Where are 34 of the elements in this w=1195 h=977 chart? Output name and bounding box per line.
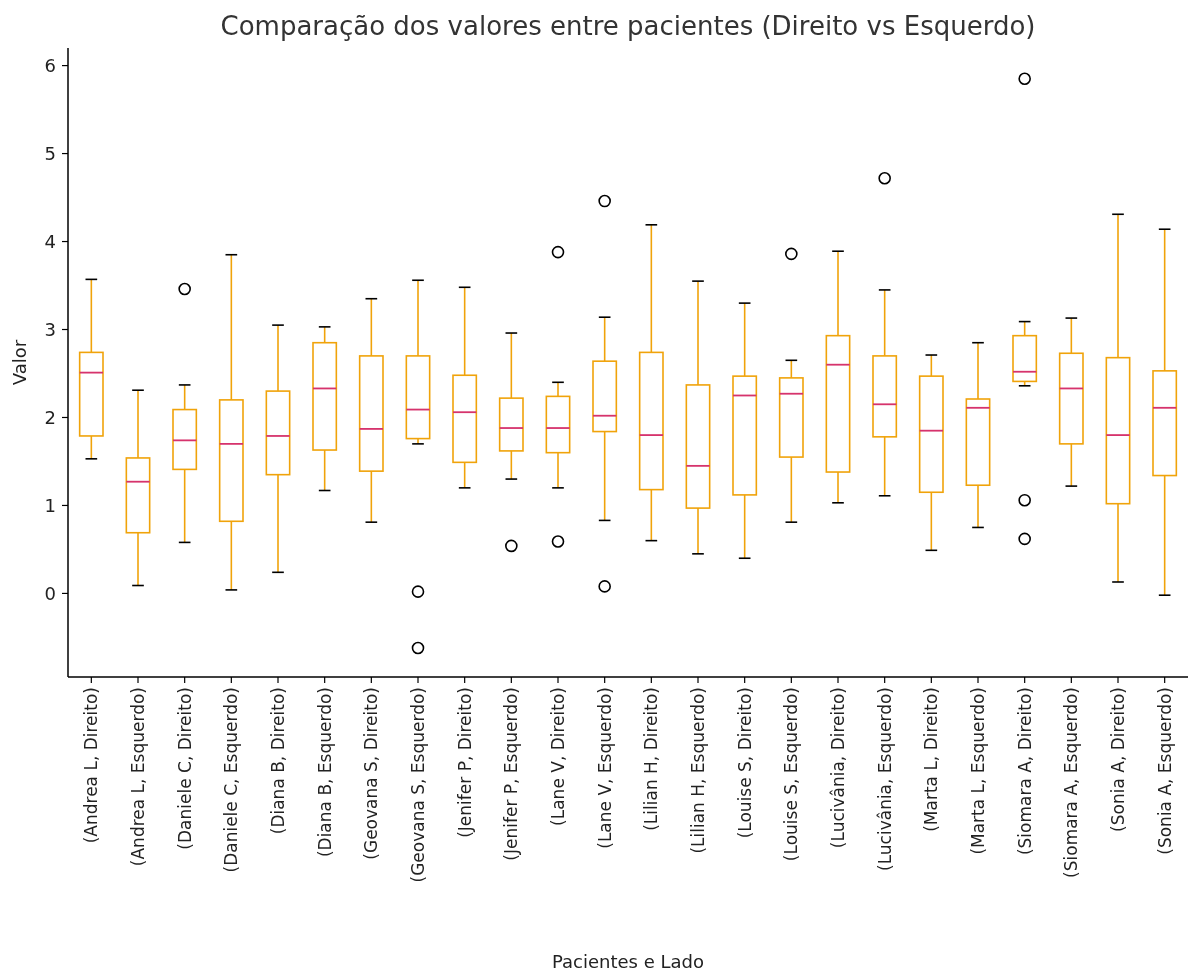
chart-title: Comparação dos valores entre pacientes (Direito vs Esquerdo) — [220, 11, 1036, 41]
x-tick-label: (Louise S, Esquerdo) — [781, 687, 802, 862]
x-tick-label: (Lane V, Direito) — [547, 687, 568, 826]
x-tick-label: (Jenifer P, Direito) — [454, 687, 475, 838]
x-tick-label: (Lane V, Esquerdo) — [594, 687, 615, 849]
y-tick-label: 5 — [44, 142, 56, 164]
x-tick-label: (Louise S, Direito) — [734, 687, 755, 839]
x-axis-title: Pacientes e Lado — [552, 951, 704, 972]
x-tick-label: (Andrea L, Direito) — [81, 687, 102, 844]
x-tick-label: (Geovana S, Esquerdo) — [407, 687, 428, 883]
x-tick-label: (Siomara A, Direito) — [1014, 687, 1035, 856]
y-tick-label: 3 — [44, 318, 56, 340]
x-tick-label: (Lucivânia, Esquerdo) — [874, 687, 895, 871]
x-tick-label: (Andrea L, Esquerdo) — [127, 687, 148, 867]
y-tick-label: 2 — [44, 406, 56, 428]
x-tick-label: (Lilian H, Esquerdo) — [687, 687, 708, 854]
x-tick-label: (Jenifer P, Esquerdo) — [501, 687, 522, 861]
x-tick-label: (Geovana S, Direito) — [361, 687, 382, 860]
x-tick-label: (Diana B, Esquerdo) — [314, 687, 335, 858]
y-tick-label: 4 — [44, 230, 56, 252]
y-tick-label: 0 — [44, 582, 56, 604]
x-tick-label: (Daniele C, Esquerdo) — [221, 687, 242, 873]
x-tick-label: (Daniele C, Direito) — [174, 687, 195, 850]
x-tick-label: (Lilian H, Direito) — [641, 687, 662, 831]
x-tick-label: (Siomara A, Esquerdo) — [1061, 687, 1082, 878]
y-tick-label: 6 — [44, 54, 56, 76]
x-tick-label: (Marta L, Esquerdo) — [967, 687, 988, 855]
x-tick-label: (Diana B, Direito) — [267, 687, 288, 835]
x-tick-label: (Lucivânia, Direito) — [827, 687, 848, 849]
x-tick-label: (Sonia A, Esquerdo) — [1154, 687, 1175, 855]
x-tick-label: (Sonia A, Direito) — [1107, 687, 1128, 832]
x-tick-label: (Marta L, Direito) — [921, 687, 942, 832]
y-tick-label: 1 — [44, 494, 56, 516]
y-axis-title: Valor — [9, 339, 30, 386]
